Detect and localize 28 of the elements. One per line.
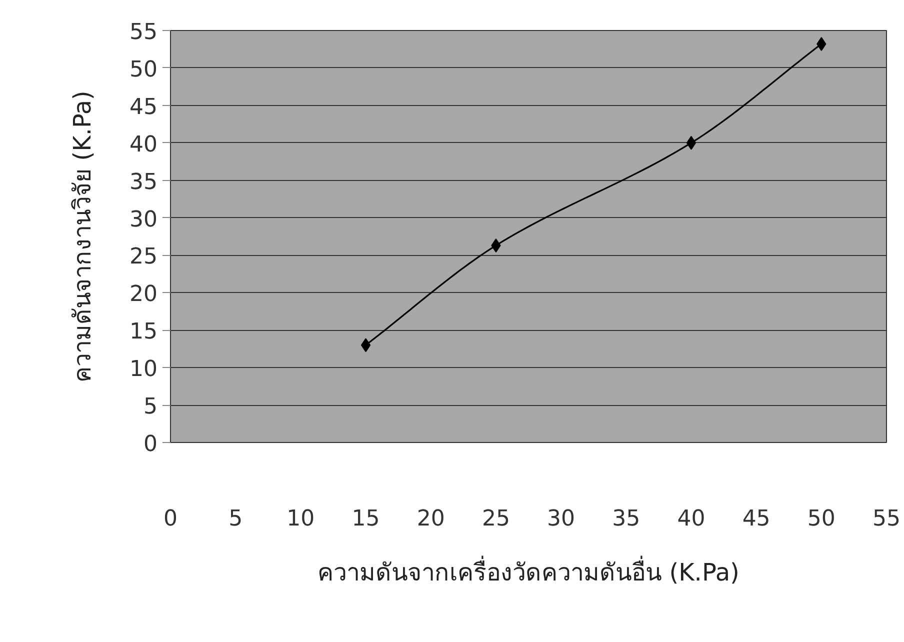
point: [360, 338, 371, 352]
y-tick-label: 35: [130, 170, 158, 195]
y-tick-label: 40: [130, 132, 158, 158]
point: [686, 136, 696, 150]
x-tick-label: 50: [807, 506, 836, 532]
x-tick-label: 45: [742, 506, 770, 532]
y-tick-label: 25: [130, 244, 158, 270]
x-tick-label: 5: [228, 506, 243, 532]
x-tick-label: 35: [612, 506, 640, 532]
x-tick-label: 20: [416, 506, 445, 532]
y-tick-label: 30: [130, 207, 158, 232]
y-tick-label: 45: [130, 94, 158, 120]
x-tick-label: 15: [352, 506, 380, 532]
y-tick-label: 20: [130, 282, 158, 308]
y-tick-label: 15: [130, 320, 158, 345]
y-tick-label: 10: [130, 357, 158, 382]
y-tick-label: 5: [144, 394, 158, 420]
x-tick-label: 25: [482, 506, 510, 532]
x-axis-title: ความดันจากเครื่องวัดความดันอื่น (K.Pa): [318, 556, 740, 586]
y-tick-label: 50: [130, 57, 158, 82]
y-tick-label: 55: [130, 20, 158, 45]
y-axis-title: ความดันจากงานวิจัย (K.Pa): [68, 90, 97, 382]
x-tick-label: 30: [547, 506, 576, 532]
x-tick-label: 55: [872, 506, 901, 532]
x-tick-label: 40: [677, 506, 706, 532]
x-tick-label: 10: [286, 506, 315, 532]
x-tick-label: 0: [164, 506, 178, 532]
y-tick-label: 0: [144, 432, 158, 457]
